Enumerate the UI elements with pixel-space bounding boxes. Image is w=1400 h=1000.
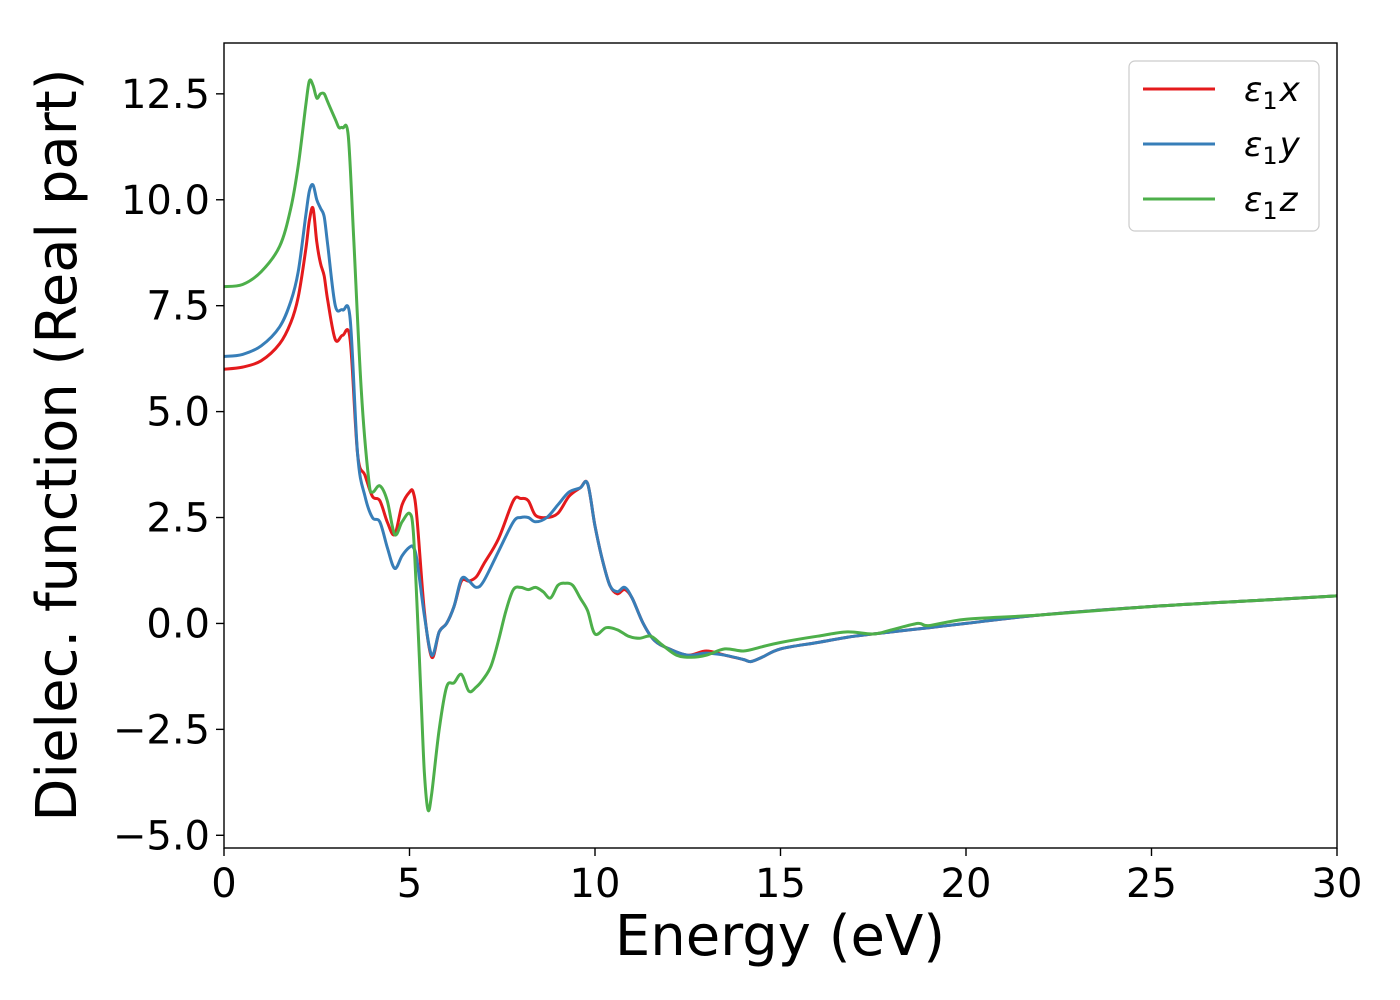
y-tick-label: 5.0 bbox=[146, 390, 210, 436]
y-axis-ticks: −5.0 −2.5 0.0 2.5 5.0 7.5 10.0 12.5 bbox=[113, 72, 224, 859]
y-tick-label: 12.5 bbox=[121, 72, 210, 118]
legend: ε1x ε1y ε1z bbox=[1128, 60, 1320, 232]
x-tick-label: 20 bbox=[941, 861, 992, 907]
x-tick-label: 5 bbox=[397, 861, 422, 907]
x-axis-label: Energy (eV) bbox=[615, 904, 945, 969]
y-tick-label: −2.5 bbox=[113, 707, 210, 753]
y-tick-label: −5.0 bbox=[113, 813, 210, 859]
series-line-y bbox=[223, 183, 1338, 664]
x-tick-label: 10 bbox=[570, 861, 621, 907]
y-tick-label: 10.0 bbox=[121, 178, 210, 224]
legend-label-z: ε1z bbox=[1244, 180, 1299, 225]
x-tick-label: 15 bbox=[755, 861, 806, 907]
y-tick-label: 0.0 bbox=[146, 601, 210, 647]
x-axis-ticks: 0 5 10 15 20 25 30 bbox=[211, 848, 1362, 907]
series-line-x bbox=[223, 205, 1338, 664]
x-tick-label: 25 bbox=[1126, 861, 1177, 907]
legend-box bbox=[1128, 60, 1320, 232]
legend-label-x: ε1x bbox=[1244, 70, 1301, 115]
y-tick-label: 7.5 bbox=[146, 284, 210, 330]
y-axis-label: Dielec. function (Real part) bbox=[25, 68, 90, 821]
series-line-z bbox=[223, 78, 1338, 813]
x-tick-label: 30 bbox=[1312, 861, 1363, 907]
y-tick-label: 2.5 bbox=[146, 496, 210, 542]
x-tick-label: 0 bbox=[211, 861, 236, 907]
series-lines bbox=[223, 78, 1338, 813]
legend-label-y: ε1y bbox=[1244, 125, 1301, 170]
